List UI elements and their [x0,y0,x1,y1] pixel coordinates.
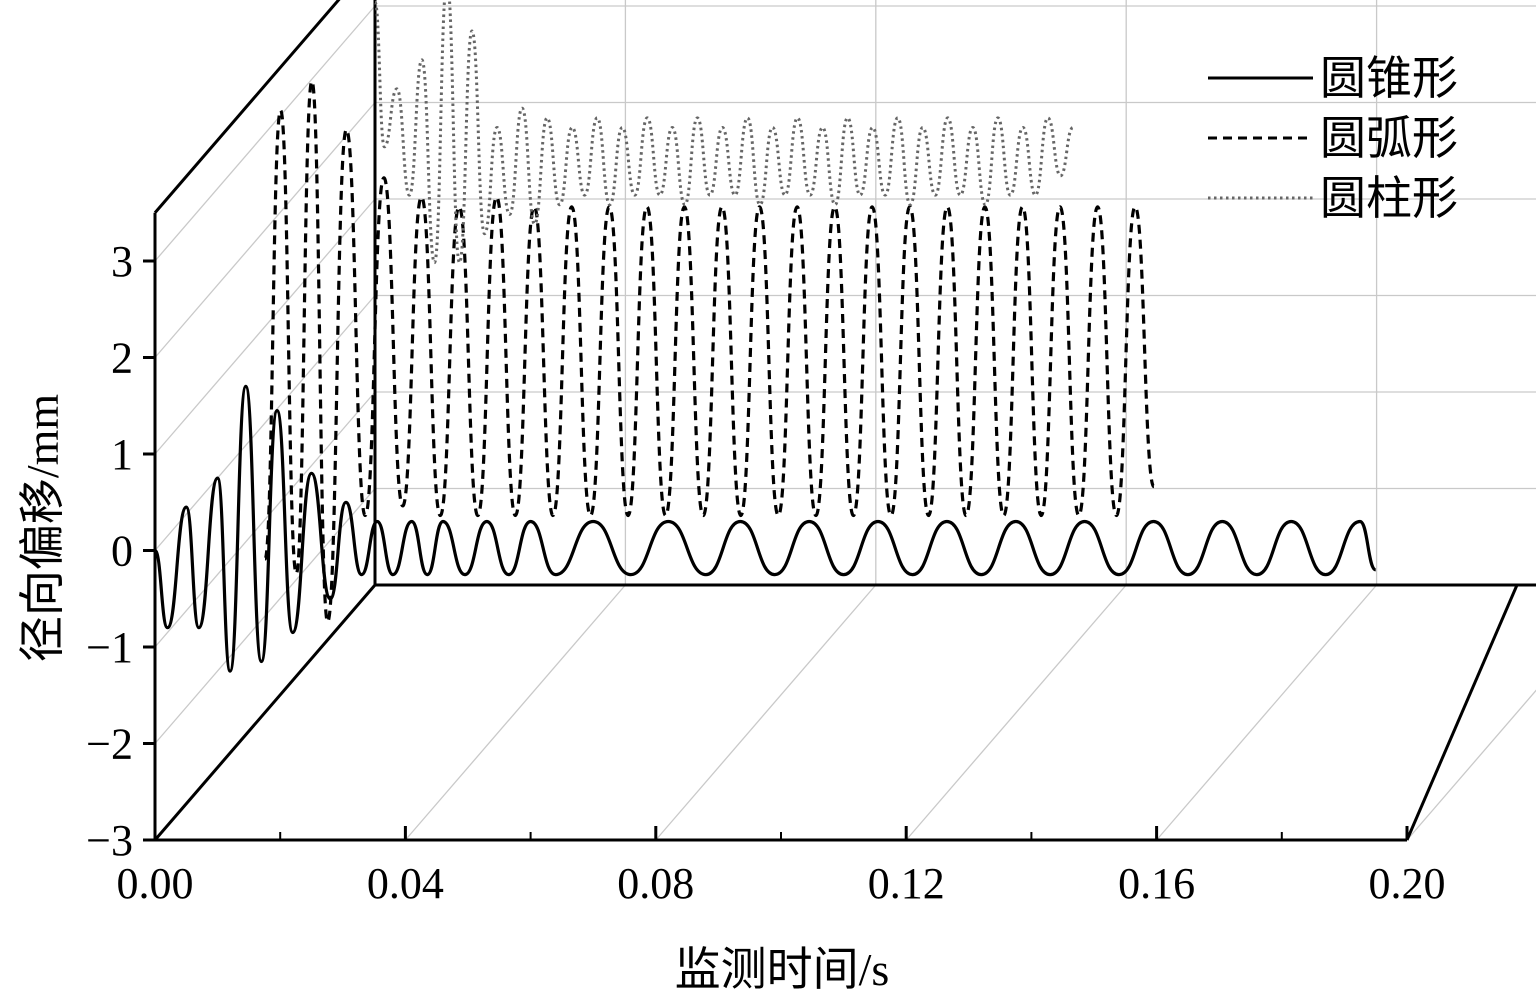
frame-edge [153,0,341,214]
floor-gridline [655,584,877,841]
x-tick-label: 0.04 [367,859,444,908]
left-wall-gridline [154,295,376,551]
series-line-3 [373,0,1075,265]
floor-gridline [1156,584,1378,841]
y-tick-label: −1 [86,623,133,672]
tick-layer: −3 −2 −1 0 1 2 3 0.00 0.04 0.08 0.12 0.16 0.20 [86,237,1445,908]
left-wall-gridline [154,102,376,358]
frame-edge [153,584,377,841]
floor-gridline [404,584,626,841]
x-tick-label: 0.00 [117,859,194,908]
left-wall-gridline [154,391,376,648]
y-tick-label: 3 [111,237,133,286]
y-tick-label: −2 [86,720,133,769]
left-wall-gridline [154,198,376,455]
x-tick-label: 0.08 [617,859,694,908]
floor-gridline [1406,689,1536,841]
series-line-1 [153,384,1378,673]
series-line-2 [263,79,1156,624]
x-tick-label: 0.16 [1118,859,1195,908]
y-tick-label: 2 [111,334,133,383]
legend-label: 圆弧形 [1320,113,1458,164]
series-layer [153,0,1378,673]
y-tick-label: 0 [111,527,133,576]
left-wall-gridline [154,5,376,262]
legend-label: 圆柱形 [1320,173,1458,224]
floor-gridline [905,584,1127,841]
y-tick-label: −3 [86,816,133,865]
frame-edge [1405,584,1519,841]
x-axis-title: 监测时间/s [675,944,890,995]
x-tick-label: 0.20 [1369,859,1446,908]
legend-label: 圆锥形 [1320,53,1458,104]
y-tick-label: 1 [111,430,133,479]
y-axis-title: 径向偏移/mm [17,394,68,663]
x-tick-label: 0.12 [868,859,945,908]
